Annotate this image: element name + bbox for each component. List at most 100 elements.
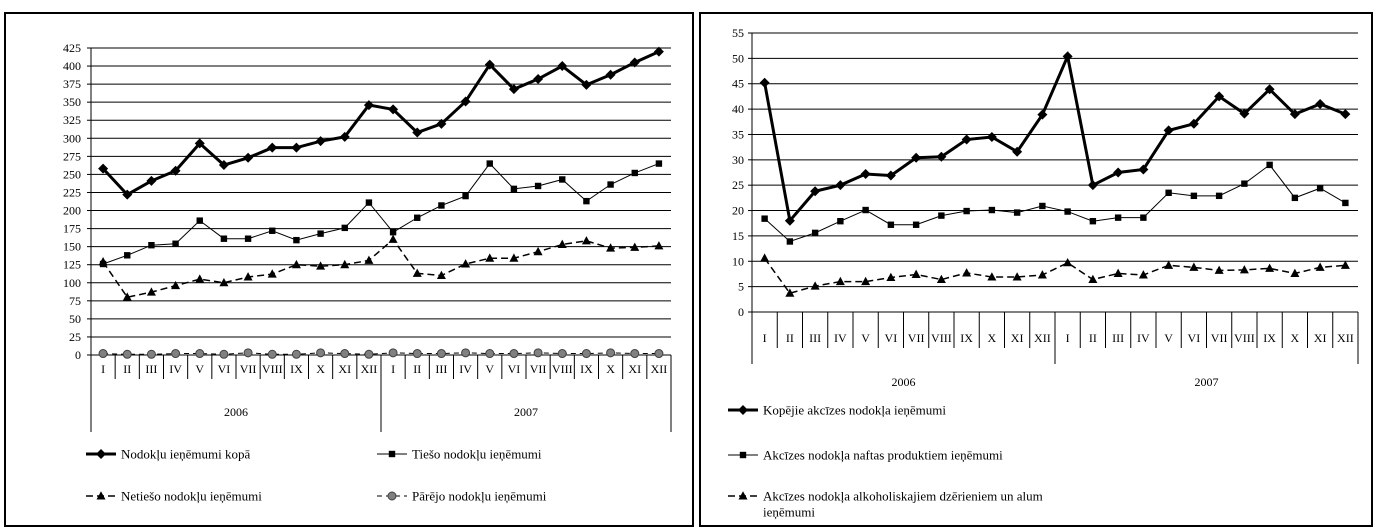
x-month-label: VII: [908, 331, 925, 345]
data-point: [862, 206, 869, 214]
x-month-label: IX: [960, 331, 973, 345]
data-point: [1138, 270, 1148, 279]
y-tick-label: 300: [63, 131, 81, 145]
y-tick-label: 125: [63, 258, 81, 272]
data-point: [1340, 260, 1350, 269]
data-point: [1114, 214, 1122, 221]
axes: [87, 47, 672, 432]
data-point: [811, 229, 819, 237]
data-point: [885, 170, 896, 181]
data-point: [316, 261, 326, 270]
data-point: [414, 214, 421, 221]
data-point: [1037, 109, 1048, 120]
x-month-label: VIII: [931, 331, 952, 345]
data-point: [220, 235, 228, 242]
data-point: [340, 259, 350, 269]
gridlines: [91, 47, 671, 338]
series-1: [761, 161, 1349, 245]
data-point: [291, 259, 301, 269]
legend-label-line: ieņēmumi: [763, 505, 815, 520]
data-point: [1239, 265, 1249, 274]
data-point: [412, 127, 423, 138]
data-point: [243, 152, 254, 163]
data-point: [171, 280, 181, 290]
legend-entry-3: Pārējo nodokļu ieņēmumi: [377, 489, 547, 504]
data-point: [438, 202, 445, 209]
x-month-label: V: [195, 362, 204, 376]
data-point: [1316, 185, 1324, 192]
x-month-label: VI: [1188, 331, 1201, 345]
x-month-label: XII: [361, 362, 378, 376]
x-month-label: X: [316, 362, 325, 376]
x-month-label: VI: [885, 331, 898, 345]
data-point: [170, 165, 181, 176]
data-point: [760, 253, 770, 262]
data-point: [267, 142, 278, 153]
x-month-label: IX: [290, 362, 303, 376]
data-point: [655, 160, 663, 167]
x-month-label: XII: [1337, 331, 1354, 345]
data-point: [1265, 263, 1275, 272]
series-line: [101, 50, 660, 197]
data-point: [654, 241, 664, 250]
data-point: [533, 74, 544, 85]
data-point: [1342, 199, 1349, 207]
data-point: [786, 238, 794, 245]
data-point: [1315, 99, 1326, 110]
series-0: [759, 51, 1351, 226]
x-month-label: VI: [218, 362, 231, 376]
data-point: [122, 292, 132, 301]
data-point: [1012, 146, 1023, 157]
series-line: [102, 238, 659, 299]
legend-label-line: Akcīzes nodokļa alkoholiskajiem dzērieni…: [763, 489, 1043, 504]
x-month-label: XI: [338, 362, 351, 376]
data-point: [485, 253, 495, 262]
legend-label: Akcīzes nodokļa alkoholiskajiem dzērieni…: [763, 489, 1043, 520]
x-month-label: I: [763, 331, 767, 345]
data-point: [218, 160, 229, 171]
y-tick-label: 425: [63, 41, 81, 55]
data-point: [1266, 161, 1273, 169]
x-month-label: XII: [1034, 331, 1051, 345]
x-month-label: VI: [508, 362, 521, 376]
series-2: [760, 253, 1350, 297]
data-point: [172, 240, 179, 247]
gridlines: [752, 32, 1358, 288]
y-tick-label: 25: [732, 178, 744, 192]
legend-label: Netiešo nodokļu ieņēmumi: [121, 489, 262, 504]
data-point: [860, 169, 871, 180]
legend-label: Nodokļu ieņēmumi kopā: [121, 447, 250, 462]
legend-swatch-marker: [387, 491, 397, 501]
data-point: [1063, 257, 1073, 267]
data-point: [557, 239, 567, 248]
x-month-label: IX: [580, 362, 593, 376]
x-month-label: II: [123, 362, 131, 376]
data-point: [462, 192, 469, 200]
data-point: [1163, 125, 1174, 136]
x-month-label: I: [1066, 331, 1070, 345]
x-month-label: V: [485, 362, 494, 376]
data-point: [510, 185, 518, 193]
data-point: [388, 234, 398, 243]
legend-swatch-marker: [96, 449, 106, 459]
data-point: [122, 189, 133, 200]
x-month-label: XI: [628, 362, 641, 376]
data-point: [810, 281, 820, 290]
data-point: [195, 274, 205, 283]
data-point: [269, 227, 276, 234]
data-point: [559, 176, 566, 183]
data-point: [581, 79, 592, 90]
data-point: [1012, 272, 1022, 281]
data-point: [835, 180, 846, 191]
data-point: [412, 268, 422, 277]
data-point: [961, 134, 972, 145]
data-point: [837, 217, 844, 225]
data-point: [146, 287, 156, 296]
x-month-label: X: [606, 362, 615, 376]
data-point: [962, 268, 972, 277]
data-point: [124, 252, 131, 259]
x-year-label: 2007: [514, 405, 538, 419]
data-point: [581, 236, 591, 245]
data-point: [196, 217, 203, 224]
